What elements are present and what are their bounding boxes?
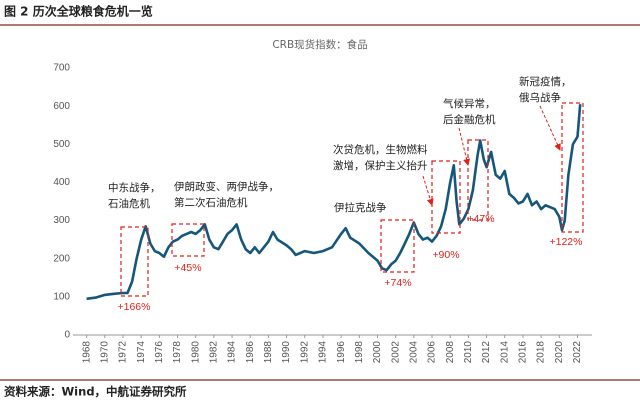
x-tick-label: 1984 xyxy=(227,341,238,364)
annotation-text: 石油危机 xyxy=(108,197,150,210)
annotation-arrow xyxy=(539,105,561,151)
x-tick-label: 1992 xyxy=(299,341,310,364)
x-tick-label: 2012 xyxy=(481,341,492,364)
highlight-box xyxy=(380,219,415,273)
y-tick-label: 500 xyxy=(53,139,70,150)
annotation-text: 伊朗政变、两伊战争， xyxy=(174,180,279,193)
x-tick-label: 1976 xyxy=(154,341,165,364)
x-tick-label: 1986 xyxy=(245,341,256,364)
data-line xyxy=(86,104,582,301)
annotation-text: 新冠疫情， xyxy=(519,75,572,88)
source: 资料来源：Wind，中航证券研究所 xyxy=(4,385,187,399)
x-tick-label: 1968 xyxy=(81,341,92,364)
x-tick-label: 2008 xyxy=(445,341,456,364)
x-tick-label: 1972 xyxy=(118,341,129,364)
annotation-text: 后金融危机 xyxy=(443,113,496,126)
x-tick-label: 1994 xyxy=(318,341,329,364)
x-tick-label: 2000 xyxy=(372,341,383,364)
change-label: +47% xyxy=(467,213,494,225)
x-tick-label: 2020 xyxy=(554,341,565,364)
x-tick-label: 1980 xyxy=(190,341,201,364)
annotation-text: 次贷危机，生物燃料 xyxy=(333,143,428,156)
annotation-arrow xyxy=(422,175,434,206)
y-tick-label: 0 xyxy=(64,330,70,341)
annotation-text: 中东战争， xyxy=(108,181,161,194)
x-tick-label: 2002 xyxy=(390,341,401,364)
x-tick-label: 1982 xyxy=(209,341,220,364)
x-tick-label: 1990 xyxy=(281,341,292,364)
change-label: +90% xyxy=(432,249,459,261)
annotation-text: 气候异常， xyxy=(443,97,496,110)
highlight-box xyxy=(467,139,489,221)
y-tick-label: 700 xyxy=(53,63,70,74)
y-tick-label: 400 xyxy=(53,177,70,188)
y-tick-label: 600 xyxy=(53,101,70,112)
highlight-box xyxy=(120,226,149,297)
x-tick-label: 2010 xyxy=(463,341,474,364)
annotation-arrow xyxy=(458,127,470,166)
x-tick-label: 2018 xyxy=(536,341,547,364)
x-tick-label: 2004 xyxy=(408,341,419,364)
highlight-box xyxy=(171,223,205,257)
x-tick-label: 1988 xyxy=(263,341,274,364)
highlight-box xyxy=(431,160,461,234)
annotation-text: 伊拉克战争 xyxy=(334,201,387,214)
change-label: +166% xyxy=(118,301,151,313)
y-tick-label: 100 xyxy=(53,291,70,302)
x-tick-label: 1970 xyxy=(99,341,110,364)
x-tick-label: 1996 xyxy=(336,341,347,364)
x-tick-label: 2006 xyxy=(427,341,438,364)
change-label: +45% xyxy=(174,262,201,274)
x-tick-label: 2014 xyxy=(499,341,510,364)
annotation-text: 俄乌战争 xyxy=(519,91,561,104)
x-tick-label: 2016 xyxy=(518,341,529,364)
figure-title: 图 2 历次全球粮食危机一览 xyxy=(4,4,153,19)
annotation-text: 第二次石油危机 xyxy=(174,196,248,209)
chart-title: CRB现货指数：食品 xyxy=(272,38,367,51)
highlight-box xyxy=(561,102,584,233)
x-tick-label: 1974 xyxy=(136,341,147,364)
annotation-text: 激增，保护主义抬升 xyxy=(333,159,428,172)
y-tick-label: 300 xyxy=(53,215,70,226)
change-label: +74% xyxy=(384,277,411,289)
x-tick-label: 1998 xyxy=(354,341,365,364)
x-tick-label: 2022 xyxy=(572,341,583,364)
change-label: +122% xyxy=(550,236,583,248)
x-tick-label: 1978 xyxy=(172,341,183,364)
y-tick-label: 200 xyxy=(53,253,70,264)
